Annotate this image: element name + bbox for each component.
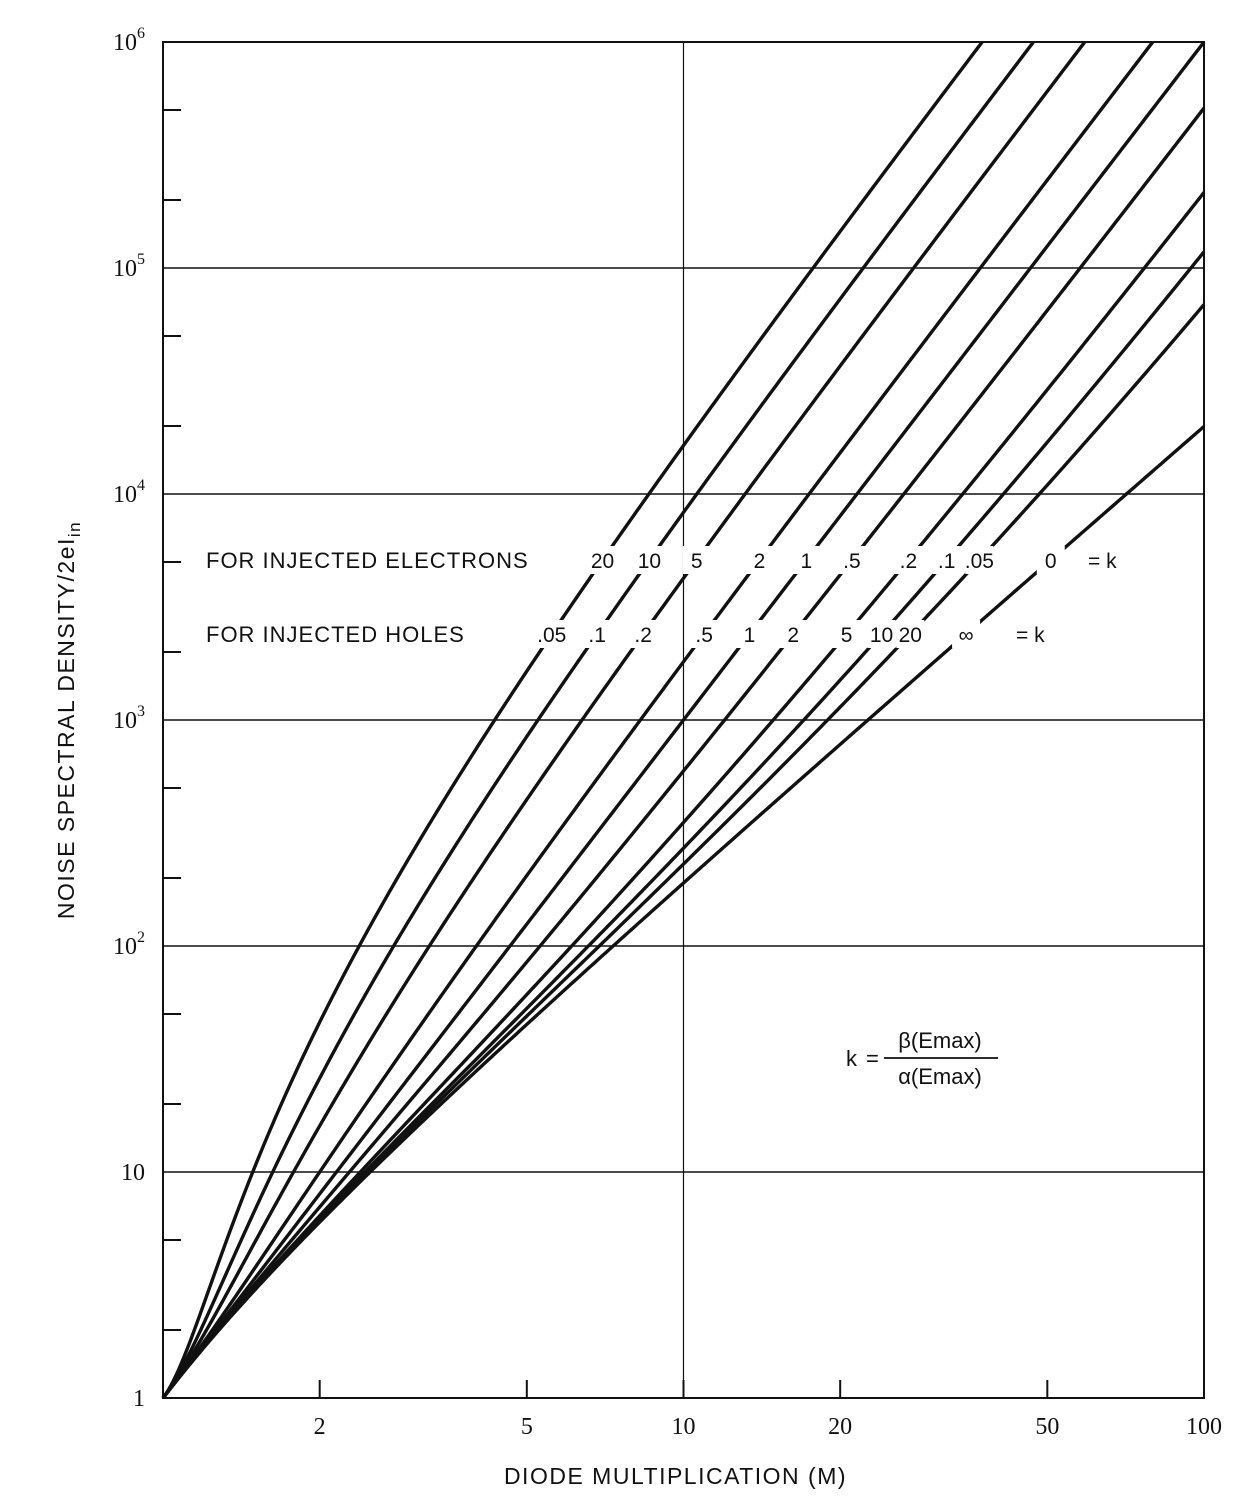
legend-electron-k-value: 1 (800, 550, 812, 573)
legend-electrons-suffix: = k (1088, 550, 1117, 573)
y-tick-label: 102 (113, 929, 145, 960)
legend-knockout (537, 620, 566, 648)
y-tick-label: 103 (113, 703, 145, 734)
legend-knockout (745, 546, 774, 574)
legend-hole-k-value: 1 (744, 624, 756, 647)
legend-knockout (837, 546, 866, 574)
legend-electron-k-value: .1 (938, 550, 956, 573)
x-tick-labels: 2 5 10 20 50 100 (314, 1414, 1222, 1440)
legend-knockout (735, 620, 764, 648)
series-curves (161, 40, 1206, 1400)
legend-holes-values: .05 .1 .2 .5 1 2 5 10 20 ∞ (537, 620, 981, 648)
plot-frame (162, 41, 1205, 1399)
formula-denominator: α(Emax) (898, 1064, 982, 1089)
minor-ticks (163, 109, 1205, 1398)
legend-electron-k-value: .5 (843, 550, 861, 573)
legend-electron-k-value: 2 (754, 550, 766, 573)
legend-electron-k-value: .2 (900, 550, 918, 573)
legend-electrons-values: 20 10 5 2 1 .5 .2 .1 .05 0 (588, 546, 1065, 574)
legend-knockout (635, 546, 664, 574)
legend-electron-k-value: 0 (1045, 550, 1057, 573)
legend-knockout (779, 620, 808, 648)
legend-electrons-label: FOR INJECTED ELECTRONS (206, 548, 529, 573)
y-axis-title-main: NOISE SPECTRAL DENSITY/2eI (53, 537, 79, 919)
x-axis-title: DIODE MULTIPLICATION (M) (504, 1463, 847, 1489)
legend-holes-label: FOR INJECTED HOLES (206, 622, 465, 647)
legend-knockout (682, 546, 711, 574)
legend-hole-k-value: 10 (870, 624, 893, 647)
legend-electron-k-value: 5 (691, 550, 703, 573)
series-line-k-.5 (161, 107, 1206, 1400)
legend-knockout (1036, 546, 1065, 574)
legend-knockout (965, 546, 994, 574)
legend-knockout (952, 620, 981, 648)
x-tick-label: 100 (1186, 1414, 1222, 1440)
legend-knockout (588, 546, 617, 574)
x-tick-label: 5 (521, 1414, 533, 1440)
legend-electron-k-value: 20 (591, 550, 614, 573)
y-tick-label: 106 (113, 25, 145, 56)
legend: FOR INJECTED ELECTRONS FOR INJECTED HOLE… (206, 546, 1117, 648)
y-tick-label: 105 (113, 251, 145, 282)
legend-hole-k-value: 5 (841, 624, 853, 647)
x-tick-label: 20 (828, 1414, 852, 1440)
legend-knockout (583, 620, 612, 648)
series-line-k-5 (161, 40, 1087, 1400)
y-axis-title-sub: in (65, 521, 84, 537)
k-definition-formula: k = β(Emax) α(Emax) (846, 1028, 998, 1089)
legend-knockout (932, 546, 961, 574)
legend-electron-k-value: .05 (965, 550, 994, 573)
series-line-k-2 (161, 40, 1155, 1400)
legend-electron-k-value: 10 (638, 550, 661, 573)
legend-knockout (832, 620, 861, 648)
formula-equals: = (866, 1046, 879, 1071)
legend-hole-k-value: 20 (899, 624, 922, 647)
legend-hole-k-value: .05 (537, 624, 566, 647)
x-tick-label: 2 (314, 1414, 326, 1440)
legend-hole-k-value: .1 (588, 624, 606, 647)
legend-hole-k-value: .2 (634, 624, 652, 647)
series-line-k-1 (161, 40, 1206, 1400)
series-line-k-.2 (161, 191, 1206, 1400)
y-tick-label: 104 (113, 477, 145, 508)
y-tick-labels: 1 10 102 103 104 105 106 (113, 25, 145, 1412)
legend-holes-suffix: = k (1016, 624, 1045, 647)
legend-knockout (867, 620, 896, 648)
y-tick-label: 10 (121, 1160, 145, 1186)
legend-knockout (896, 620, 925, 648)
legend-hole-k-value: .5 (695, 624, 713, 647)
legend-knockout (629, 620, 658, 648)
x-tick-label: 10 (672, 1414, 696, 1440)
legend-knockout (792, 546, 821, 574)
legend-knockout (690, 620, 719, 648)
x-tick-label: 50 (1035, 1414, 1059, 1440)
y-tick-label: 1 (133, 1386, 145, 1412)
series-line-k-0 (161, 425, 1206, 1400)
legend-hole-k-value: ∞ (959, 624, 974, 647)
legend-hole-k-value: 2 (787, 624, 799, 647)
formula-lhs: k (846, 1046, 858, 1071)
formula-numerator: β(Emax) (898, 1028, 982, 1053)
y-axis-title: NOISE SPECTRAL DENSITY/2eIin (53, 521, 84, 919)
series-line-k-20 (161, 40, 984, 1399)
legend-knockout (894, 546, 923, 574)
